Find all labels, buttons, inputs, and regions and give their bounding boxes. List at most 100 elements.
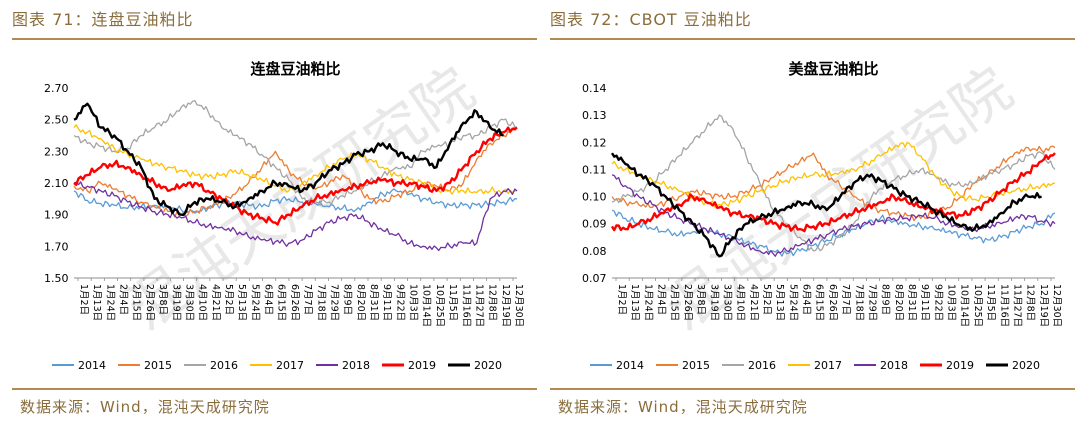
legend-label-2019: 2019 bbox=[946, 359, 974, 372]
x-tick-label: 4月21日 bbox=[210, 284, 221, 321]
x-tick-label: 8月31日 bbox=[906, 284, 917, 321]
x-tick-label: 7月18日 bbox=[315, 284, 326, 321]
x-tick-label: 6月26日 bbox=[827, 284, 838, 321]
y-tick-label: 0.09 bbox=[582, 218, 607, 231]
x-tick-label: 3月19日 bbox=[170, 284, 181, 321]
y-tick-label: 2.70 bbox=[44, 82, 69, 95]
x-tick-label: 6月4日 bbox=[801, 284, 812, 315]
bottom-rule bbox=[550, 388, 1075, 390]
series-line-2015 bbox=[611, 145, 1056, 222]
x-tick-label: 1月24日 bbox=[642, 284, 653, 321]
x-tick-label: 8月20日 bbox=[893, 284, 904, 321]
legend-label-2016: 2016 bbox=[210, 359, 238, 372]
x-tick-label: 7月29日 bbox=[328, 284, 339, 321]
cbot-soy-oil-meal-ratio-chart: 混沌天成研究院美盘豆油粕比0.070.080.090.100.110.120.1… bbox=[582, 54, 1062, 372]
series-line-2016 bbox=[73, 100, 518, 206]
x-tick-label: 7月7日 bbox=[840, 284, 851, 315]
y-tick-label: 2.10 bbox=[44, 177, 69, 190]
y-tick-label: 0.10 bbox=[582, 191, 607, 204]
x-tick-label: 5月24日 bbox=[787, 284, 798, 321]
left-panel: 图表 71：连盘豆油粕比 混沌天成研究院 连盘豆油粕比 1.50 1.70 1.90 2.… bbox=[12, 0, 537, 425]
x-tick-label: 12月19日 bbox=[500, 284, 511, 327]
legend-label-2016: 2016 bbox=[748, 359, 776, 372]
x-tick-label: 10月25日 bbox=[972, 284, 983, 327]
y-tick-label: 2.30 bbox=[44, 145, 69, 158]
source-note: 数据来源：Wind，混沌天成研究院 bbox=[20, 398, 270, 416]
x-tick-label: 6月15日 bbox=[276, 284, 287, 321]
x-tick-label: 3月30日 bbox=[183, 284, 194, 321]
y-tick-label: 0.12 bbox=[582, 136, 607, 149]
series-line-2019 bbox=[73, 126, 518, 226]
chart-title: 美盘豆油粕比 bbox=[788, 60, 878, 78]
x-tick-label: 11月16日 bbox=[460, 284, 471, 327]
x-tick-label: 4月10日 bbox=[735, 284, 746, 321]
x-tick-label: 11月5日 bbox=[447, 284, 458, 321]
x-tick-label: 11月27日 bbox=[473, 284, 484, 327]
x-tick-label: 1月2日 bbox=[616, 284, 627, 315]
series-line-2018 bbox=[73, 181, 518, 252]
top-rule bbox=[12, 38, 537, 40]
x-tick-label: 9月22日 bbox=[394, 284, 405, 321]
x-tick-label: 11月5日 bbox=[985, 284, 996, 321]
x-tick-label: 11月27日 bbox=[1011, 284, 1022, 327]
x-tick-label: 2月26日 bbox=[682, 284, 693, 321]
figure-title: 图表 71：连盘豆油粕比 bbox=[12, 10, 194, 29]
x-tick-label: 8月9日 bbox=[880, 284, 891, 315]
x-tick-label: 7月18日 bbox=[853, 284, 864, 321]
x-tick-label: 12月8日 bbox=[1025, 284, 1036, 321]
x-tick-label: 10月14日 bbox=[959, 284, 970, 327]
x-tick-label: 5月13日 bbox=[774, 284, 785, 321]
y-tick-label: 0.07 bbox=[582, 272, 607, 285]
x-tick-label: 10月3日 bbox=[946, 284, 957, 321]
x-tick-label: 8月31日 bbox=[368, 284, 379, 321]
x-tick-label: 11月16日 bbox=[998, 284, 1009, 327]
legend-label-2014: 2014 bbox=[616, 359, 644, 372]
y-tick-label: 0.14 bbox=[582, 82, 607, 95]
x-tick-label: 10月14日 bbox=[421, 284, 432, 327]
chart-title: 连盘豆油粕比 bbox=[250, 60, 340, 78]
y-tick-label: 1.90 bbox=[44, 209, 69, 222]
x-tick-label: 5月2日 bbox=[223, 284, 234, 315]
top-rule bbox=[550, 38, 1075, 40]
x-tick-label: 3月8日 bbox=[695, 284, 706, 315]
x-tick-label: 12月19日 bbox=[1038, 284, 1049, 327]
series-line-2014 bbox=[611, 209, 1056, 257]
x-tick-label: 10月3日 bbox=[408, 284, 419, 321]
y-tick-label: 2.50 bbox=[44, 114, 69, 127]
x-tick-label: 6月26日 bbox=[289, 284, 300, 321]
series-line-2020 bbox=[610, 152, 1042, 258]
x-tick-label: 3月30日 bbox=[721, 284, 732, 321]
legend-label-2015: 2015 bbox=[682, 359, 710, 372]
x-tick-label: 8月9日 bbox=[342, 284, 353, 315]
series-line-2016 bbox=[611, 114, 1056, 252]
x-tick-label: 3月8日 bbox=[157, 284, 168, 315]
x-tick-label: 5月24日 bbox=[249, 284, 260, 321]
x-tick-label: 6月15日 bbox=[814, 284, 825, 321]
series-line-2020 bbox=[73, 102, 504, 217]
x-tick-label: 9月11日 bbox=[381, 284, 392, 321]
x-tick-label: 1月13日 bbox=[629, 284, 640, 321]
x-tick-label: 12月30日 bbox=[513, 284, 524, 327]
series-line-2017 bbox=[611, 141, 1056, 208]
series-line-2019 bbox=[610, 152, 1056, 233]
x-tick-label: 1月13日 bbox=[91, 284, 102, 321]
legend-label-2015: 2015 bbox=[144, 359, 172, 372]
legend-label-2020: 2020 bbox=[474, 359, 502, 372]
x-tick-label: 3月19日 bbox=[708, 284, 719, 321]
x-tick-label: 2月15日 bbox=[131, 284, 142, 321]
y-tick-label: 1.70 bbox=[44, 240, 69, 253]
y-tick-label: 0.13 bbox=[582, 109, 607, 122]
y-tick-label: 1.50 bbox=[44, 272, 69, 285]
x-tick-label: 2月15日 bbox=[669, 284, 680, 321]
x-tick-label: 4月21日 bbox=[748, 284, 759, 321]
x-tick-label: 2月4日 bbox=[656, 284, 667, 315]
figure-title: 图表 72：CBOT 豆油粕比 bbox=[550, 10, 752, 29]
x-tick-label: 1月2日 bbox=[78, 284, 89, 315]
x-tick-label: 9月22日 bbox=[932, 284, 943, 321]
legend-label-2018: 2018 bbox=[880, 359, 908, 372]
legend-label-2020: 2020 bbox=[1012, 359, 1040, 372]
x-tick-label: 2月4日 bbox=[118, 284, 129, 315]
y-tick-label: 0.08 bbox=[582, 245, 607, 258]
x-tick-label: 7月7日 bbox=[302, 284, 313, 315]
x-tick-label: 2月26日 bbox=[144, 284, 155, 321]
